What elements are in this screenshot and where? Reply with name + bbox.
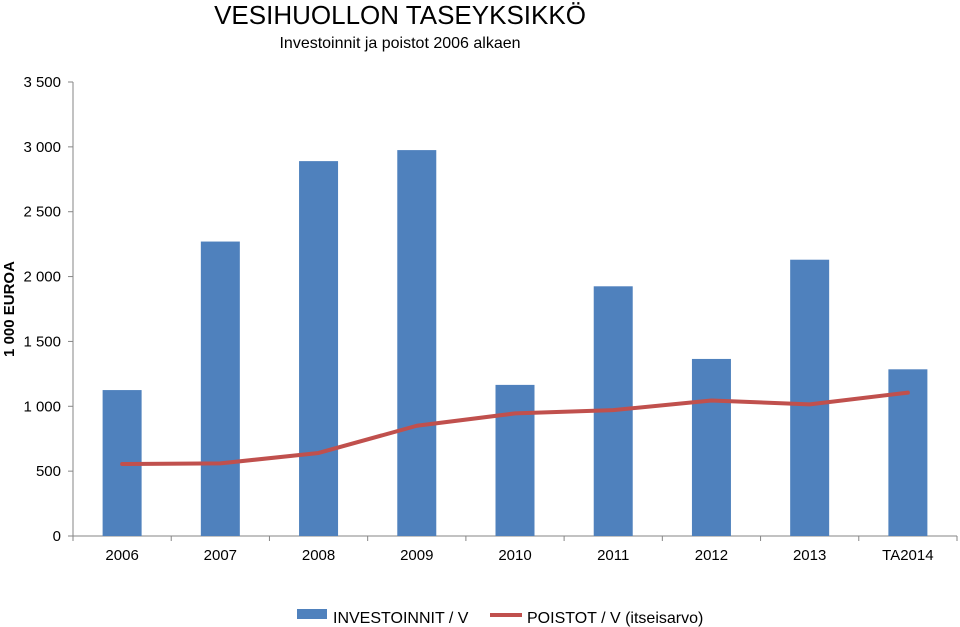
legend-label-poistot: POISTOT / V (itseisarvo) xyxy=(527,610,703,627)
y-tick-label: 1 000 xyxy=(23,398,61,415)
y-tick-label: 2 500 xyxy=(23,204,61,221)
x-tick-label: 2011 xyxy=(597,547,629,564)
x-tick-label: 2012 xyxy=(695,547,728,564)
x-tick-label: 2009 xyxy=(400,547,433,564)
x-tick-label: 2007 xyxy=(204,547,237,564)
bar xyxy=(299,161,339,536)
x-tick-label: 2010 xyxy=(498,547,531,564)
x-axis-ticks: 2006 2007 2008 2009 2010 2011 2012 2013 TA2014 xyxy=(72,536,958,564)
chart-subtitle: Investoinnit ja poistot 2006 alkaen xyxy=(279,35,520,52)
bar-series-investoinnit xyxy=(102,150,928,536)
legend-swatch-investoinnit xyxy=(297,609,327,619)
y-tick-label: 500 xyxy=(36,463,61,480)
bar xyxy=(495,384,535,536)
y-axis-label: 1 000 EUROA xyxy=(1,261,18,357)
y-tick-label: 2 000 xyxy=(23,269,61,286)
legend-label-investoinnit: INVESTOINNIT / V xyxy=(333,610,469,627)
bar xyxy=(397,150,437,536)
bar xyxy=(691,358,731,536)
bar xyxy=(790,259,830,536)
x-tick-label: TA2014 xyxy=(882,547,933,564)
y-tick-label: 3 500 xyxy=(23,74,61,91)
x-tick-label: 2006 xyxy=(105,547,138,564)
y-axis-ticks: 0 500 1 000 1 500 2 000 2 500 3 000 3 500 xyxy=(23,74,73,545)
y-tick-label: 3 000 xyxy=(23,139,61,156)
x-tick-label: 2008 xyxy=(302,547,335,564)
x-tick-label: 2013 xyxy=(793,547,826,564)
bar xyxy=(200,241,240,536)
legend: INVESTOINNIT / V POISTOT / V (itseisarvo… xyxy=(297,609,703,627)
chart-title: VESIHUOLLON TASEYKSIKKÖ xyxy=(214,0,586,30)
y-tick-label: 1 500 xyxy=(23,333,61,350)
y-tick-label: 0 xyxy=(53,528,61,545)
bar xyxy=(888,369,928,536)
line-series-poistot xyxy=(120,390,910,467)
